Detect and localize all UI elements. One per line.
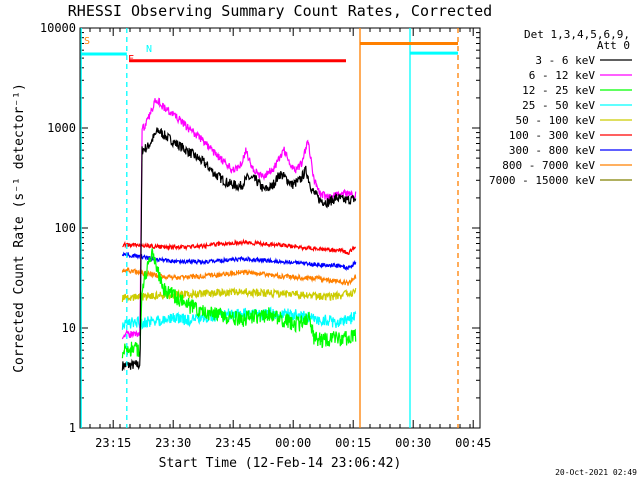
legend: Det 1,3,4,5,6,9,Att 03 - 6 keV 6 - 12 keV…: [489, 28, 632, 187]
series-line-6: [121, 251, 357, 272]
timestamp-label: 20-Oct-2021 02:49: [555, 468, 637, 477]
legend-header: Det 1,3,4,5,6,9,: [524, 28, 630, 41]
x-tick-label: 23:30: [155, 436, 191, 450]
legend-header: Att 0: [597, 39, 630, 52]
y-tick-label: 1000: [47, 121, 76, 135]
y-tick-label: 1: [69, 421, 76, 435]
series-line-0: [121, 127, 357, 371]
legend-item-label: 100 - 300 keV: [509, 129, 595, 142]
legend-item-label: 7000 - 15000 keV: [489, 174, 595, 187]
legend-item-label: 25 - 50 keV: [522, 99, 595, 112]
legend-item-label: 50 - 100 keV: [516, 114, 596, 127]
x-tick-label: 23:45: [215, 436, 251, 450]
flag-label-s: S: [84, 36, 90, 47]
y-tick-label: 10: [62, 321, 76, 335]
flag-label-n: N: [146, 44, 152, 55]
legend-item-label: 800 - 7000 keV: [502, 159, 595, 172]
x-tick-label: 00:45: [455, 436, 491, 450]
legend-item-label: 300 - 800 keV: [509, 144, 595, 157]
series-line-5: [122, 238, 357, 256]
series-line-1: [121, 97, 357, 340]
x-axis-label: Start Time (12-Feb-14 23:06:42): [159, 456, 402, 471]
legend-item-label: 6 - 12 keV: [529, 69, 596, 82]
legend-item-label: 12 - 25 keV: [522, 84, 595, 97]
x-tick-label: 00:00: [275, 436, 311, 450]
x-tick-label: 00:30: [395, 436, 431, 450]
y-axis-label: Corrected Count Rate (s⁻¹ detector⁻¹): [12, 83, 27, 373]
y-tick-label: 100: [54, 221, 76, 235]
chart-title: RHESSI Observing Summary Count Rates, Co…: [68, 2, 492, 20]
series-line-4: [121, 287, 357, 302]
series-line-3: [121, 306, 357, 330]
series-line-7: [121, 266, 357, 286]
flag-label-f: F: [128, 54, 134, 65]
x-tick-label: 00:15: [335, 436, 371, 450]
x-tick-label: 23:15: [95, 436, 131, 450]
series-line-2: [121, 248, 357, 359]
y-tick-label: 10000: [40, 21, 76, 35]
legend-item-label: 3 - 6 keV: [535, 54, 595, 67]
